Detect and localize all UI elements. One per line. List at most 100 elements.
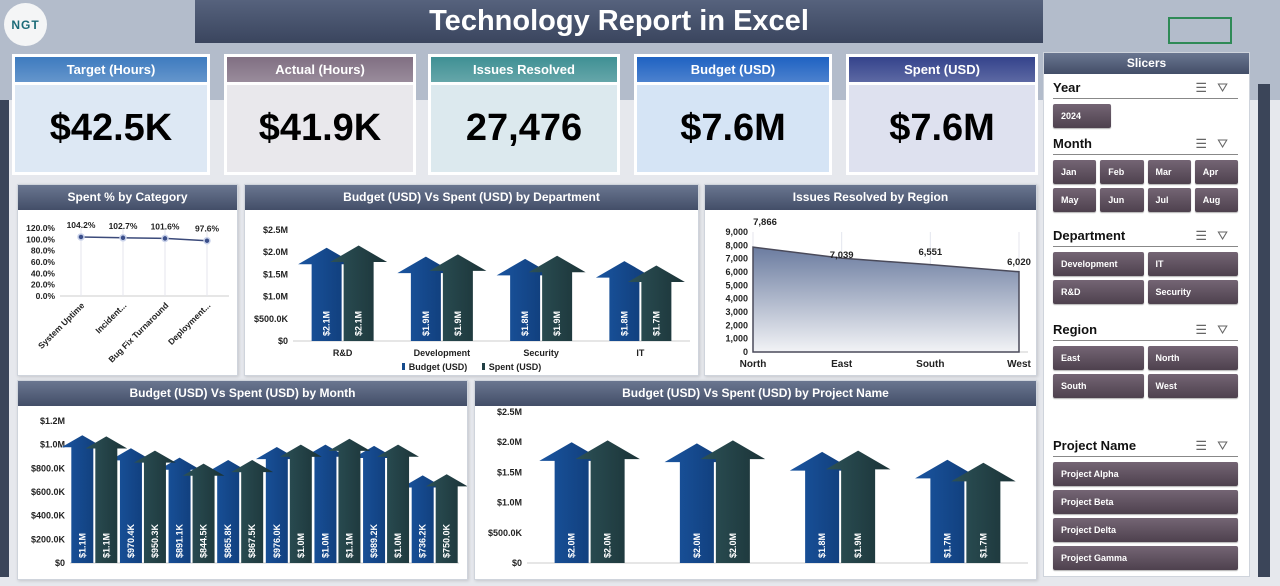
budget-arrow-bar (401, 475, 444, 563)
slicer-item[interactable]: Project Gamma (1053, 546, 1238, 570)
slicer-item[interactable]: Jul (1147, 188, 1191, 212)
data-label: $865.8K (223, 523, 233, 558)
slicer-department: Department ☰⛛ Development IT R&D Security (1053, 225, 1238, 304)
slicer-item[interactable]: 2024 (1053, 104, 1111, 128)
y-tick-label: $400.0K (31, 511, 66, 521)
slicer-item[interactable]: Apr (1194, 160, 1238, 184)
kpi-value: $42.5K (15, 85, 207, 172)
slicer-project-name: Project Name ☰⛛ Project Alpha Project Beta P… (1053, 435, 1238, 570)
slicer-item[interactable]: R&D (1053, 280, 1144, 304)
y-tick-label: 8,000 (725, 240, 748, 250)
selected-cell[interactable] (1168, 17, 1232, 44)
slicer-item[interactable]: North (1147, 346, 1238, 370)
y-tick-label: 120.0% (26, 223, 55, 233)
y-tick-label: $200.0K (31, 534, 66, 544)
slicer-item[interactable]: Jan (1053, 160, 1097, 184)
chart-title: Budget (USD) Vs Spent (USD) by Month (18, 381, 467, 406)
y-tick-label: 60.0% (31, 257, 56, 267)
x-tick-label: System Uptime (36, 300, 87, 351)
y-tick-label: $1.0M (40, 440, 65, 450)
data-point (77, 233, 85, 241)
x-tick-label: R&D (333, 348, 353, 358)
data-label: $950.3K (150, 523, 160, 558)
legend: Budget (USD) Spent (USD) (245, 362, 698, 372)
multi-select-icon[interactable]: ☰ (1195, 437, 1218, 453)
slicer-month: Month ☰⛛ Jan Feb Mar Apr May Jun Jul Aug (1053, 133, 1238, 212)
y-tick-label: $2.5M (497, 407, 522, 417)
y-tick-label: $1.2M (40, 416, 65, 426)
slicer-item[interactable]: Project Beta (1053, 490, 1238, 514)
slicer-item[interactable]: Feb (1100, 160, 1144, 184)
y-tick-label: 20.0% (31, 280, 56, 290)
data-label: $2.1M (354, 311, 364, 336)
data-label: $1.0M (320, 533, 330, 558)
data-point (119, 234, 127, 242)
budget-arrow-bar (397, 256, 455, 341)
x-tick-label: Deployment... (166, 300, 212, 346)
y-tick-label: $800.0K (31, 463, 66, 473)
slicer-item[interactable]: South (1053, 374, 1144, 398)
slicer-item[interactable]: Security (1147, 280, 1238, 304)
data-label: $1.9M (421, 311, 431, 336)
clear-filter-icon[interactable]: ⛛ (1217, 227, 1238, 243)
clear-filter-icon[interactable]: ⛛ (1217, 79, 1238, 95)
x-tick-label: West (1007, 359, 1031, 370)
data-label: $1.1M (77, 533, 87, 558)
data-label: 104.2% (67, 220, 96, 230)
data-label: $1.7M (978, 533, 988, 558)
kpi-value: 27,476 (431, 85, 617, 172)
slicer-year: Year ☰⛛ 2024 (1053, 77, 1238, 128)
data-label: $1.0M (296, 533, 306, 558)
multi-select-icon[interactable]: ☰ (1195, 79, 1218, 95)
x-tick-label: North (740, 359, 767, 370)
left-strip (0, 100, 9, 577)
slicer-item[interactable]: IT (1147, 252, 1238, 276)
slicers-title: Slicers (1044, 53, 1249, 74)
slicer-item[interactable]: May (1053, 188, 1097, 212)
slicer-item[interactable]: Project Alpha (1053, 462, 1238, 486)
budget-arrow-bar (61, 435, 104, 563)
budget-arrow-bar (353, 445, 395, 563)
y-tick-label: $1.0M (263, 292, 288, 302)
x-tick-label: South (916, 359, 944, 370)
slicer-item[interactable]: Project Delta (1053, 518, 1238, 542)
clear-filter-icon[interactable]: ⛛ (1217, 135, 1238, 151)
page-title: Technology Report in Excel (195, 0, 1043, 43)
slicer-item[interactable]: East (1053, 346, 1144, 370)
clear-filter-icon[interactable]: ⛛ (1217, 321, 1238, 337)
kpi-value: $7.6M (637, 85, 829, 172)
slicer-item[interactable]: Mar (1147, 160, 1191, 184)
clear-filter-icon[interactable]: ⛛ (1217, 437, 1238, 453)
budget-arrow-bar (110, 448, 152, 563)
budget-arrow-bar (664, 443, 730, 563)
data-label: $1.1M (344, 533, 354, 558)
data-label: 101.6% (151, 221, 180, 231)
y-tick-label: 6,000 (725, 267, 748, 277)
data-label: $1.8M (520, 311, 530, 336)
multi-select-icon[interactable]: ☰ (1195, 227, 1218, 243)
month-chart: $0 $200.0K $400.0K $600.0K $800.0K $1.0M $1.2M… (31, 416, 468, 568)
panel-spent-pct: Spent % by Category 0.0% 20.0% 40.0% 60.0% 8… (17, 184, 238, 376)
data-label: $1.7M (651, 311, 661, 336)
y-tick-label: 7,000 (725, 254, 748, 264)
data-label: $1.8M (619, 311, 629, 336)
chart-title: Budget (USD) Vs Spent (USD) by Project N… (475, 381, 1036, 406)
budget-arrow-bar (304, 444, 347, 563)
multi-select-icon[interactable]: ☰ (1195, 321, 1218, 337)
slicer-item[interactable]: Development (1053, 252, 1144, 276)
slicer-item[interactable]: Aug (1194, 188, 1238, 212)
slicer-item[interactable]: Jun (1100, 188, 1144, 212)
budget-arrow-bar (158, 457, 201, 563)
kpi-label: Target (Hours) (15, 57, 207, 82)
kpi-card: Spent (USD) $7.6M (846, 54, 1038, 175)
data-label: $989.2K (369, 523, 379, 558)
budget-arrow-bar (789, 451, 855, 563)
x-tick-label: Development (414, 348, 471, 358)
multi-select-icon[interactable]: ☰ (1195, 135, 1218, 151)
legend-budget: Budget (USD) (401, 362, 467, 372)
spent-arrow-bar (134, 450, 176, 563)
right-strip (1258, 84, 1270, 577)
slicer-item[interactable]: West (1147, 374, 1238, 398)
kpi-card: Actual (Hours) $41.9K (224, 54, 416, 175)
spent-arrow-bar (425, 474, 468, 563)
